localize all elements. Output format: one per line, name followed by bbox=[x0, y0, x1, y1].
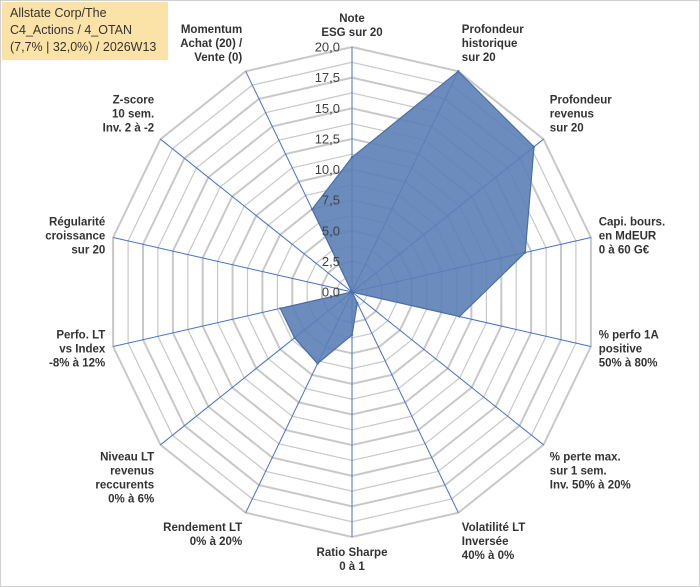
data-point bbox=[458, 315, 461, 318]
axis-labels: Note ESG sur 20 Profondeur historique sur 20… bbox=[45, 13, 665, 573]
axis-label-line: historique bbox=[462, 38, 518, 50]
axis-label-line: Rendement LT bbox=[163, 522, 242, 534]
axis-label-line: Capi. bours. bbox=[599, 217, 665, 229]
data-point bbox=[524, 251, 527, 254]
axis-label-line: Inversée bbox=[462, 536, 509, 548]
axis-label-line: Achat (20) / bbox=[180, 38, 243, 50]
axis-label-line: Note bbox=[339, 13, 365, 25]
data-point bbox=[310, 208, 314, 211]
title-line-3: (7,7% | 32,0%) / 2026W13 bbox=[10, 40, 157, 54]
data-point bbox=[356, 301, 359, 305]
axis-label-line: Volatilité LT bbox=[462, 522, 525, 534]
tick-label: 12,5 bbox=[315, 131, 340, 146]
axis-label-line: Inv. 2 à -2 bbox=[103, 122, 155, 134]
title-line-1: Allstate Corp/The bbox=[10, 6, 107, 20]
axis-label-line: 50% à 80% bbox=[599, 357, 658, 369]
tick-labels: 0,0 2,5 5,0 7,5 10,0 12,5 15,0 17,5 20,0 bbox=[315, 40, 340, 300]
axis-spoke bbox=[351, 291, 459, 513]
data-point bbox=[279, 307, 282, 310]
axis-spoke bbox=[112, 237, 353, 293]
axis-label-line: revenus bbox=[110, 466, 154, 478]
axis-label-line: ESG sur 20 bbox=[321, 27, 382, 39]
axis-spoke bbox=[160, 138, 353, 293]
axis-label-line: croissance bbox=[45, 231, 105, 243]
axis-label: % perfo 1A positive 50% à 80% bbox=[599, 329, 659, 369]
axis-label: Profondeur revenus sur 20 bbox=[550, 94, 612, 134]
tick-label: 7,5 bbox=[322, 193, 340, 208]
data-point bbox=[457, 70, 460, 73]
axis-label: Volatilité LT Inversée 40% à 0% bbox=[462, 522, 525, 562]
axis-label-line: sur 1 sem. bbox=[550, 466, 607, 478]
axis-label: Rendement LT 0% à 20% bbox=[163, 522, 242, 548]
axis-label: Ratio Sharpe 0 à 1 bbox=[317, 547, 388, 573]
tick-label: 17,5 bbox=[315, 70, 340, 85]
axis-label-line: en MdEUR bbox=[599, 231, 657, 243]
data-point bbox=[350, 333, 354, 337]
axis-label-line: Niveau LT bbox=[100, 452, 154, 464]
axis-label: Niveau LT revenus reccurents 0% à 6% bbox=[95, 452, 154, 506]
axis-label-line: sur 20 bbox=[71, 245, 105, 257]
axis-label-line: revenus bbox=[550, 108, 594, 120]
axis-label: Régularité croissance sur 20 bbox=[45, 217, 105, 257]
axis-label-line: 0 à 1 bbox=[339, 561, 365, 573]
axis-label-line: 10 sem. bbox=[112, 108, 154, 120]
axis-label-line: positive bbox=[599, 343, 642, 355]
tick-label: 5,0 bbox=[322, 223, 340, 238]
axis-label-line: 0 à 60 G€ bbox=[599, 245, 650, 257]
axis-label-line: % perte max. bbox=[550, 452, 621, 464]
chart-title-box: Allstate Corp/The C4_Actions / 4_OTAN (7… bbox=[2, 2, 168, 60]
axis-label-line: Inv. 50% à 20% bbox=[550, 480, 631, 492]
axis-label-line: vs Index bbox=[59, 343, 106, 355]
axis-label-line: sur 20 bbox=[550, 122, 584, 134]
data-point bbox=[350, 290, 354, 294]
axis-label-line: Ratio Sharpe bbox=[317, 547, 388, 559]
axis-label-line: 0% à 20% bbox=[190, 536, 242, 548]
tick-label: 0,0 bbox=[322, 285, 340, 300]
axis-label: Perfo. LT vs Index -8% à 12% bbox=[49, 329, 106, 369]
axis-label-line: -8% à 12% bbox=[49, 357, 105, 369]
axis-label-line: reccurents bbox=[95, 480, 154, 492]
tick-label: 10,0 bbox=[315, 162, 340, 177]
axis-label-line: Z-score bbox=[113, 94, 155, 106]
axis-label-line: Momentum bbox=[181, 24, 242, 36]
axis-label-line: Profondeur bbox=[462, 24, 524, 36]
axis-spoke bbox=[351, 291, 544, 446]
axis-label-line: sur 20 bbox=[462, 52, 496, 64]
axis-label-line: 40% à 0% bbox=[462, 550, 514, 562]
axis-label: Momentum Achat (20) / Vente (0) bbox=[180, 24, 243, 64]
axis-label-line: Vente (0) bbox=[194, 52, 242, 64]
axis-label: Z-score 10 sem. Inv. 2 à -2 bbox=[103, 94, 155, 134]
data-point bbox=[293, 336, 296, 339]
tick-label: 2,5 bbox=[322, 254, 340, 269]
axis-label-line: % perfo 1A bbox=[599, 329, 659, 341]
data-point bbox=[316, 362, 319, 365]
axis-label: Profondeur historique sur 20 bbox=[462, 24, 524, 64]
axis-label: % perte max. sur 1 sem. Inv. 50% à 20% bbox=[550, 452, 631, 492]
tick-label: 20,0 bbox=[315, 40, 340, 55]
data-point bbox=[532, 145, 536, 149]
title-line-2: C4_Actions / 4_OTAN bbox=[10, 23, 133, 37]
series-area bbox=[279, 70, 535, 365]
tick-label: 15,0 bbox=[315, 101, 340, 116]
axis-label-line: Perfo. LT bbox=[56, 329, 105, 341]
axis-label-line: Profondeur bbox=[550, 94, 612, 106]
data-point bbox=[350, 156, 354, 159]
axis-label: Note ESG sur 20 bbox=[321, 13, 382, 39]
axis-label-line: 0% à 6% bbox=[108, 494, 154, 506]
series bbox=[279, 70, 536, 365]
axis-label: Capi. bours. en MdEUR 0 à 60 G€ bbox=[599, 217, 665, 257]
axis-label-line: Régularité bbox=[49, 217, 105, 229]
